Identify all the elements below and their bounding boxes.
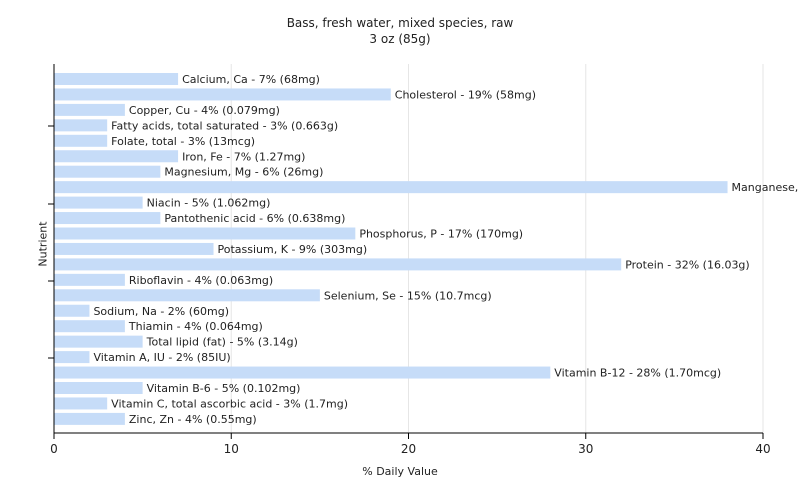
bar-label: Selenium, Se - 15% (10.7mcg) [324, 289, 492, 302]
bar-label: Magnesium, Mg - 6% (26mg) [164, 166, 323, 179]
bar-label: Manganese, Mn - 38% (0.756mg) [732, 181, 800, 194]
bar-label: Iron, Fe - 7% (1.27mg) [182, 150, 305, 163]
bar-label: Sodium, Na - 2% (60mg) [93, 305, 229, 318]
bar [54, 227, 356, 240]
bar [54, 165, 161, 178]
bar-label: Thiamin - 4% (0.064mg) [128, 320, 263, 333]
bar-label: Potassium, K - 9% (303mg) [218, 243, 368, 256]
x-tick-label: 10 [224, 442, 239, 456]
bar-label: Vitamin B-6 - 5% (0.102mg) [147, 382, 301, 395]
bar [54, 119, 108, 132]
bar-label: Vitamin B-12 - 28% (1.70mcg) [554, 367, 721, 380]
bar [54, 351, 90, 364]
bar [54, 196, 143, 209]
bar-label: Calcium, Ca - 7% (68mg) [182, 73, 320, 86]
x-tick-label: 30 [578, 442, 593, 456]
y-axis-label: Nutrient [36, 221, 50, 267]
bar-label: Protein - 32% (16.03g) [625, 258, 750, 271]
bar-label: Zinc, Zn - 4% (0.55mg) [129, 413, 257, 426]
bar-label: Pantothenic acid - 6% (0.638mg) [164, 212, 345, 225]
bar [54, 212, 161, 225]
bar [54, 397, 108, 410]
bar-label: Folate, total - 3% (13mcg) [111, 135, 255, 148]
bar-label: Copper, Cu - 4% (0.079mg) [129, 104, 280, 117]
bar-label: Phosphorus, P - 17% (170mg) [359, 228, 523, 241]
bar [54, 103, 125, 116]
bar [54, 258, 622, 271]
bar [54, 150, 179, 163]
bar [54, 88, 391, 101]
x-tick-label: 0 [50, 442, 58, 456]
x-tick-label: 20 [401, 442, 416, 456]
bar-label: Cholesterol - 19% (58mg) [395, 88, 536, 101]
bar [54, 382, 143, 394]
bar-label: Vitamin A, IU - 2% (85IU) [93, 351, 230, 364]
bar [54, 335, 143, 348]
x-tick-label: 40 [755, 442, 770, 456]
x-axis-label: % Daily Value [362, 465, 438, 478]
bar [54, 366, 551, 379]
bar [54, 273, 125, 286]
chart-subtitle: 3 oz (85g) [369, 32, 431, 46]
bar [54, 412, 125, 425]
bar [54, 181, 728, 194]
bar [54, 73, 179, 85]
bar [54, 242, 214, 255]
bar-label: Riboflavin - 4% (0.063mg) [129, 274, 273, 287]
bar [54, 320, 125, 333]
bar [54, 289, 320, 302]
chart-title: Bass, fresh water, mixed species, raw [286, 16, 514, 30]
bar-label: Fatty acids, total saturated - 3% (0.663… [111, 119, 338, 132]
bar [54, 304, 90, 317]
bar-label: Total lipid (fat) - 5% (3.14g) [146, 336, 298, 349]
bar-label: Niacin - 5% (1.062mg) [147, 197, 271, 210]
bar-label: Vitamin C, total ascorbic acid - 3% (1.7… [111, 397, 348, 410]
bar [54, 134, 108, 147]
